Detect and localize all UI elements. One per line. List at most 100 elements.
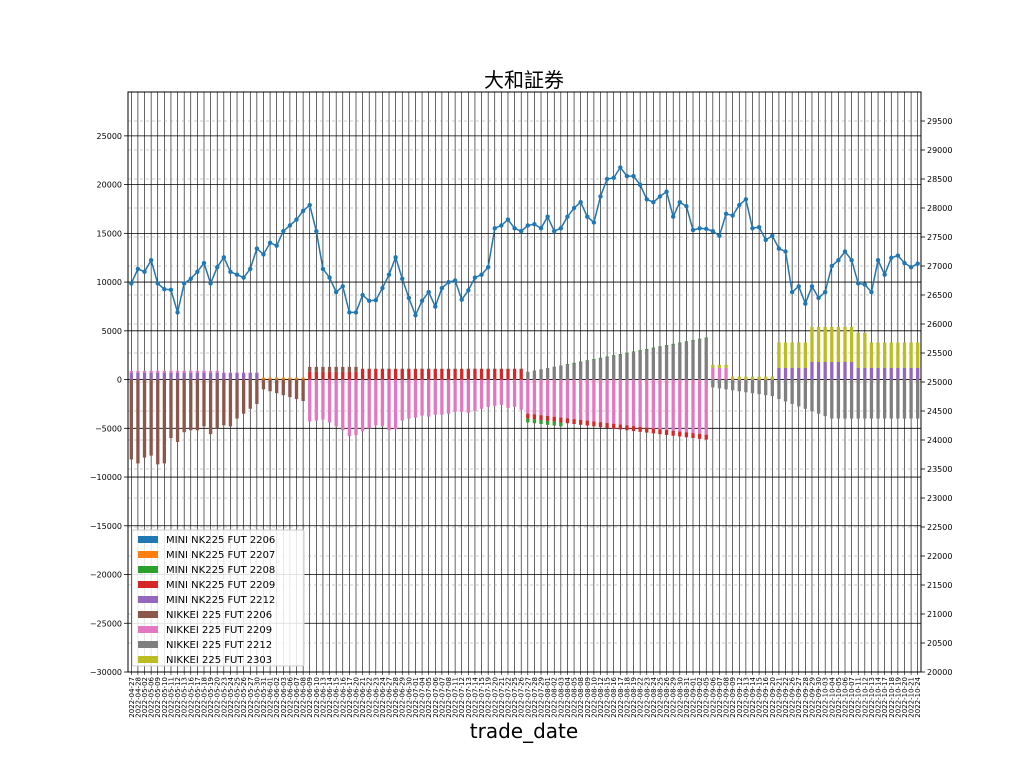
y-tick-label: 10000 — [97, 278, 122, 287]
bar-segment — [380, 379, 385, 427]
bar-segment — [136, 372, 140, 380]
price-point — [836, 258, 841, 263]
x-tick-label: 2022-08-30 — [676, 677, 684, 718]
bar-segment — [863, 367, 867, 380]
x-tick-label: 2022-06-14 — [326, 676, 334, 717]
x-tick-label: 2022-06-22 — [366, 677, 374, 718]
bars — [129, 326, 920, 465]
x-tick-label: 2022-05-26 — [240, 676, 248, 717]
bar-segment — [764, 379, 768, 381]
bar-segment — [387, 379, 391, 431]
bar-segment — [347, 366, 352, 372]
bar-segment — [453, 379, 457, 412]
price-point — [181, 281, 187, 286]
x-tick-label: 2022-05-13 — [181, 677, 189, 718]
bar-segment — [744, 376, 748, 380]
bar-segment — [565, 379, 570, 419]
y2-tick-label: 23000 — [927, 494, 952, 503]
bar-segment — [658, 346, 662, 347]
bar-segment — [704, 337, 708, 380]
price-point — [578, 200, 583, 205]
bar-segment — [671, 430, 675, 436]
bar-segment — [724, 364, 728, 368]
bar-segment — [909, 367, 913, 380]
price-point — [809, 284, 815, 289]
bar-segment — [387, 368, 391, 370]
bar-segment — [506, 368, 510, 380]
bar-segment — [883, 379, 887, 419]
bar-segment — [156, 372, 160, 380]
bar-segment — [275, 377, 279, 380]
x-tick-label: 2022-07-12 — [458, 677, 466, 718]
price-point — [631, 173, 636, 179]
bar-segment — [691, 340, 695, 341]
bar-segment — [724, 367, 728, 380]
x-tick-label: 2022-10-17 — [881, 677, 889, 718]
price-point — [803, 301, 808, 306]
bar-segment — [374, 368, 378, 380]
bar-segment — [380, 368, 385, 380]
bar-segment — [308, 371, 312, 380]
price-point — [472, 275, 478, 280]
x-tick-label: 2022-07-28 — [531, 677, 539, 718]
bar-segment — [327, 379, 332, 423]
x-tick-label: 2022-05-23 — [220, 677, 228, 718]
bar-segment — [208, 370, 213, 373]
y-tick-label: −5000 — [95, 424, 122, 433]
bar-segment — [433, 368, 437, 370]
bar-segment — [876, 342, 880, 368]
price-point — [155, 281, 160, 286]
bar-segment — [512, 368, 517, 370]
y-tick-label: −20000 — [90, 571, 122, 580]
bar-segment — [849, 326, 854, 363]
price-point — [373, 298, 379, 303]
x-tick-label: 2022-09-15 — [756, 677, 764, 718]
bar-segment — [308, 379, 312, 422]
price-point — [737, 202, 742, 208]
x-tick-label: 2022-08-26 — [663, 676, 671, 717]
bar-segment — [697, 379, 702, 434]
y2-axis-ticks: 20000 20500 21000 21500 22000 22500 23000 23500… — [921, 117, 952, 677]
bar-segment — [532, 370, 537, 380]
legend-swatch — [138, 626, 158, 633]
bar-segment — [717, 364, 722, 368]
y2-tick-label: 28500 — [927, 175, 952, 184]
bar-segment — [175, 370, 180, 373]
price-point — [789, 289, 795, 295]
x-tick-label: 2022-09-21 — [775, 677, 783, 718]
bar-segment — [182, 372, 186, 380]
bar-segment — [479, 368, 484, 380]
bar-segment — [559, 365, 563, 380]
bar-segment — [671, 379, 675, 431]
bar-segment — [142, 372, 147, 380]
bar-segment — [248, 372, 252, 374]
bar-segment — [638, 379, 642, 427]
bar-segment — [162, 379, 166, 464]
price-point — [307, 202, 312, 208]
y2-tick-label: 20000 — [927, 668, 952, 677]
price-point — [446, 280, 451, 285]
bar-segment — [189, 379, 193, 431]
y2-tick-label: 26000 — [927, 320, 952, 329]
bar-segment — [215, 372, 219, 380]
x-tick-label: 2022-08-09 — [584, 677, 592, 718]
x-tick-label: 2022-08-04 — [564, 676, 572, 717]
bar-segment — [393, 368, 398, 370]
bar-segment — [664, 345, 669, 346]
bar-segment — [354, 371, 358, 380]
bar-segment — [142, 379, 147, 458]
bar-segment — [750, 379, 755, 394]
y-tick-label: −15000 — [90, 522, 122, 531]
bar-segment — [757, 376, 761, 380]
x-tick-label: 2022-08-15 — [604, 677, 612, 718]
bar-segment — [532, 379, 537, 415]
bar-segment — [169, 379, 173, 439]
x-tick-label: 2022-05-30 — [253, 677, 261, 718]
bar-segment — [671, 343, 675, 345]
bar-segment — [156, 379, 160, 465]
bar-segment — [684, 432, 689, 438]
bar-segment — [830, 362, 834, 380]
bar-segment — [241, 372, 246, 374]
x-tick-label: 2022-07-21 — [498, 677, 506, 718]
bar-segment — [308, 366, 312, 372]
